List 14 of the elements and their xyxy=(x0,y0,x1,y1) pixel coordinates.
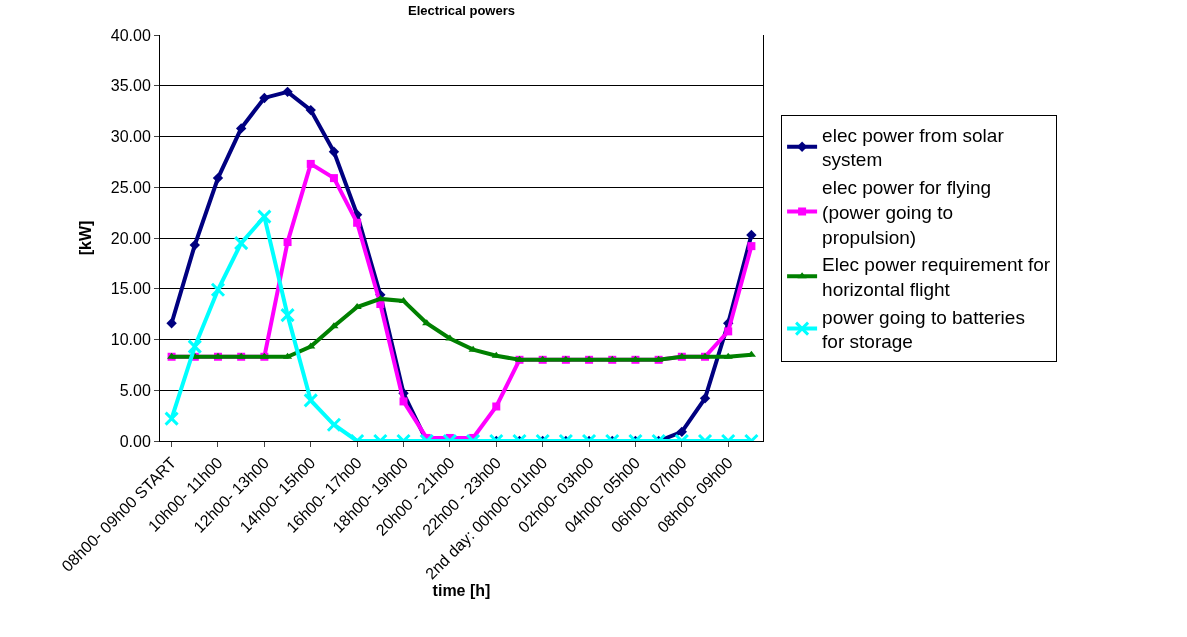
legend-label: power going to batteries for storage xyxy=(822,306,1025,353)
y-tick-label: 30.00 xyxy=(110,128,151,146)
y-tick-label: 25.00 xyxy=(110,178,151,196)
y-tick-label: 35.00 xyxy=(110,77,151,95)
y-tick-label: 15.00 xyxy=(110,280,151,298)
chart-title: Electrical powers xyxy=(408,3,515,19)
y-axis-title: [kW] xyxy=(76,220,94,256)
y-tick-label: 0.00 xyxy=(119,432,151,450)
y-tick-label: 10.00 xyxy=(110,331,151,349)
y-tick-label: 40.00 xyxy=(110,26,151,44)
y-tick-label: 5.00 xyxy=(119,381,151,399)
x-axis-title: time [h] xyxy=(432,582,491,600)
legend-label: elec power for flying (power going to propulsion) xyxy=(822,177,992,248)
y-tick-label: 20.00 xyxy=(110,229,151,247)
